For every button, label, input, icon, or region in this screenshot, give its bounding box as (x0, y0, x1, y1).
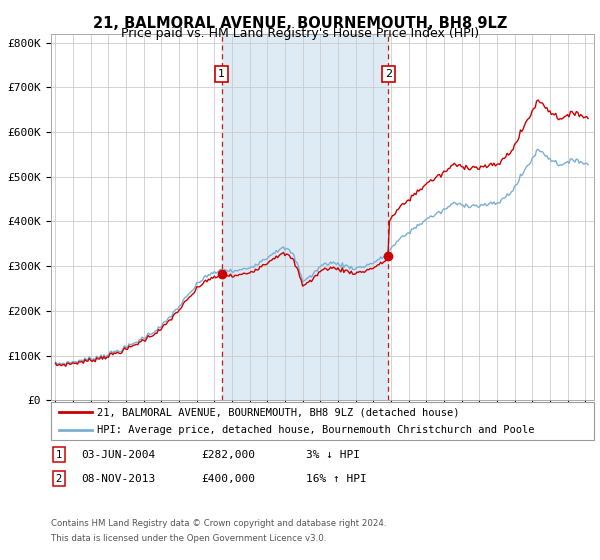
Text: Contains HM Land Registry data © Crown copyright and database right 2024.: Contains HM Land Registry data © Crown c… (51, 519, 386, 528)
FancyBboxPatch shape (51, 402, 594, 440)
Text: Price paid vs. HM Land Registry's House Price Index (HPI): Price paid vs. HM Land Registry's House … (121, 27, 479, 40)
Text: 21, BALMORAL AVENUE, BOURNEMOUTH, BH8 9LZ: 21, BALMORAL AVENUE, BOURNEMOUTH, BH8 9L… (93, 16, 507, 31)
Bar (222, 34, 388, 400)
Text: 08-NOV-2013: 08-NOV-2013 (81, 474, 155, 484)
Text: 21, BALMORAL AVENUE, BOURNEMOUTH, BH8 9LZ (detached house): 21, BALMORAL AVENUE, BOURNEMOUTH, BH8 9L… (97, 407, 460, 417)
Text: HPI: Average price, detached house, Bournemouth Christchurch and Poole: HPI: Average price, detached house, Bour… (97, 425, 535, 435)
Text: £400,000: £400,000 (201, 474, 255, 484)
Text: This data is licensed under the Open Government Licence v3.0.: This data is licensed under the Open Gov… (51, 534, 326, 543)
Text: 3% ↓ HPI: 3% ↓ HPI (306, 450, 360, 460)
Text: 1: 1 (218, 69, 225, 79)
Text: 2: 2 (385, 69, 392, 79)
Text: £282,000: £282,000 (201, 450, 255, 460)
Text: 1: 1 (56, 450, 62, 460)
Text: 16% ↑ HPI: 16% ↑ HPI (306, 474, 367, 484)
Text: 03-JUN-2004: 03-JUN-2004 (81, 450, 155, 460)
Text: 2: 2 (56, 474, 62, 484)
